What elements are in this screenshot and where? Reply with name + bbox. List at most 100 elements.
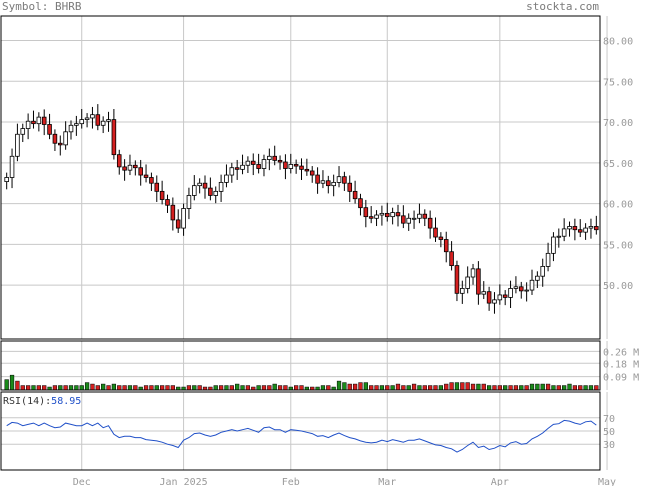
volume-bar [503, 385, 508, 391]
volume-bar [336, 380, 342, 391]
volume-bar [529, 383, 535, 391]
candle-body [535, 275, 540, 281]
price-tick-label: 80.00 [603, 36, 633, 47]
candle-body [100, 120, 106, 126]
candle-body [352, 190, 358, 200]
volume-bar [395, 383, 401, 391]
candle-body [443, 239, 449, 253]
candle-body [401, 215, 406, 224]
volume-bar [465, 382, 470, 391]
candle-body [90, 114, 95, 119]
volume-bar [519, 385, 524, 391]
candle-body [159, 190, 165, 200]
volume-bar [417, 385, 422, 391]
symbol-label: Symbol: BHRB [2, 0, 82, 13]
candle-body [363, 207, 369, 218]
volume-bar [154, 385, 159, 391]
volume-bar [15, 380, 20, 391]
volume-bar [117, 385, 122, 391]
candle-body [111, 119, 117, 156]
candle-body [25, 120, 31, 129]
candle-body [149, 177, 154, 184]
candle-body [476, 268, 481, 295]
volume-bar [165, 385, 170, 391]
volume-bar [170, 385, 175, 391]
candle-body [218, 181, 224, 192]
candle-body [481, 291, 487, 295]
candle-body [422, 213, 428, 219]
candle-body [379, 212, 385, 216]
volume-bar [79, 385, 84, 391]
volume-bar [433, 385, 438, 391]
rsi-value: 58.95 [51, 396, 81, 407]
candle-body [116, 154, 122, 168]
candle-body [326, 180, 331, 187]
volume-bar [551, 385, 556, 391]
candle-body [170, 204, 176, 221]
candle-body [460, 288, 465, 294]
volume-bar [460, 382, 465, 391]
brand-link[interactable]: stockta.com [526, 0, 599, 13]
candle-body [374, 214, 379, 219]
candle-body [52, 133, 58, 144]
volume-bar [106, 385, 111, 391]
volume-bar [454, 382, 460, 391]
candle-body [449, 251, 454, 266]
date-tick-label: Mar [378, 477, 396, 486]
volume-bar [326, 385, 331, 391]
candle-body [138, 167, 143, 176]
candle-body [277, 159, 283, 163]
volume-bar [374, 385, 379, 391]
volume-bar [299, 385, 304, 391]
candle-body [58, 142, 63, 146]
candle-body [79, 119, 85, 125]
volume-bar [20, 385, 25, 391]
candle-body [299, 165, 304, 170]
volume-bar [256, 385, 261, 391]
candle-body [529, 279, 535, 291]
volume-tick-label: 0.18 M [603, 359, 639, 370]
price-tick-label: 75.00 [603, 77, 633, 88]
panel-frame [0, 340, 601, 391]
price-tick-label: 60.00 [603, 200, 633, 211]
volume-bar [545, 383, 551, 391]
volume-bar [111, 383, 117, 391]
candle-body [309, 170, 315, 176]
candle-body [95, 114, 101, 126]
candle-body [427, 217, 433, 229]
candle-body [122, 166, 127, 171]
candle-body [551, 236, 556, 254]
volume-bar [401, 385, 406, 391]
date-tick-label: Dec [73, 477, 91, 486]
volume-bar [4, 379, 9, 391]
candle-body [390, 212, 395, 218]
candle-body [293, 164, 299, 167]
candle-body [143, 174, 149, 178]
volume-bar [379, 385, 385, 391]
volume-bar [572, 385, 578, 391]
candle-body [465, 276, 470, 289]
candle-body [384, 212, 390, 218]
candle-body [561, 228, 567, 237]
volume-bar [342, 382, 347, 391]
volume-bar [535, 383, 540, 391]
volume-bar [36, 385, 41, 391]
candle-body [41, 116, 47, 125]
volume-bar [186, 385, 192, 391]
volume-bar [363, 382, 368, 391]
volume-bar [481, 383, 486, 391]
volume-bar [31, 385, 36, 391]
volume-bar [133, 385, 138, 391]
candle-body [304, 168, 310, 172]
volume-bar [406, 385, 411, 391]
candle-body [240, 164, 245, 170]
candle-body [486, 291, 492, 304]
volume-bar [476, 383, 481, 391]
volume-bar [90, 383, 95, 391]
candle-body [502, 294, 508, 298]
panel-frames [0, 15, 601, 471]
volume-bar [444, 383, 449, 391]
volume-bar [160, 385, 165, 391]
date-tick-label: Jan 2025 [159, 477, 207, 486]
volume-bar [594, 385, 599, 391]
